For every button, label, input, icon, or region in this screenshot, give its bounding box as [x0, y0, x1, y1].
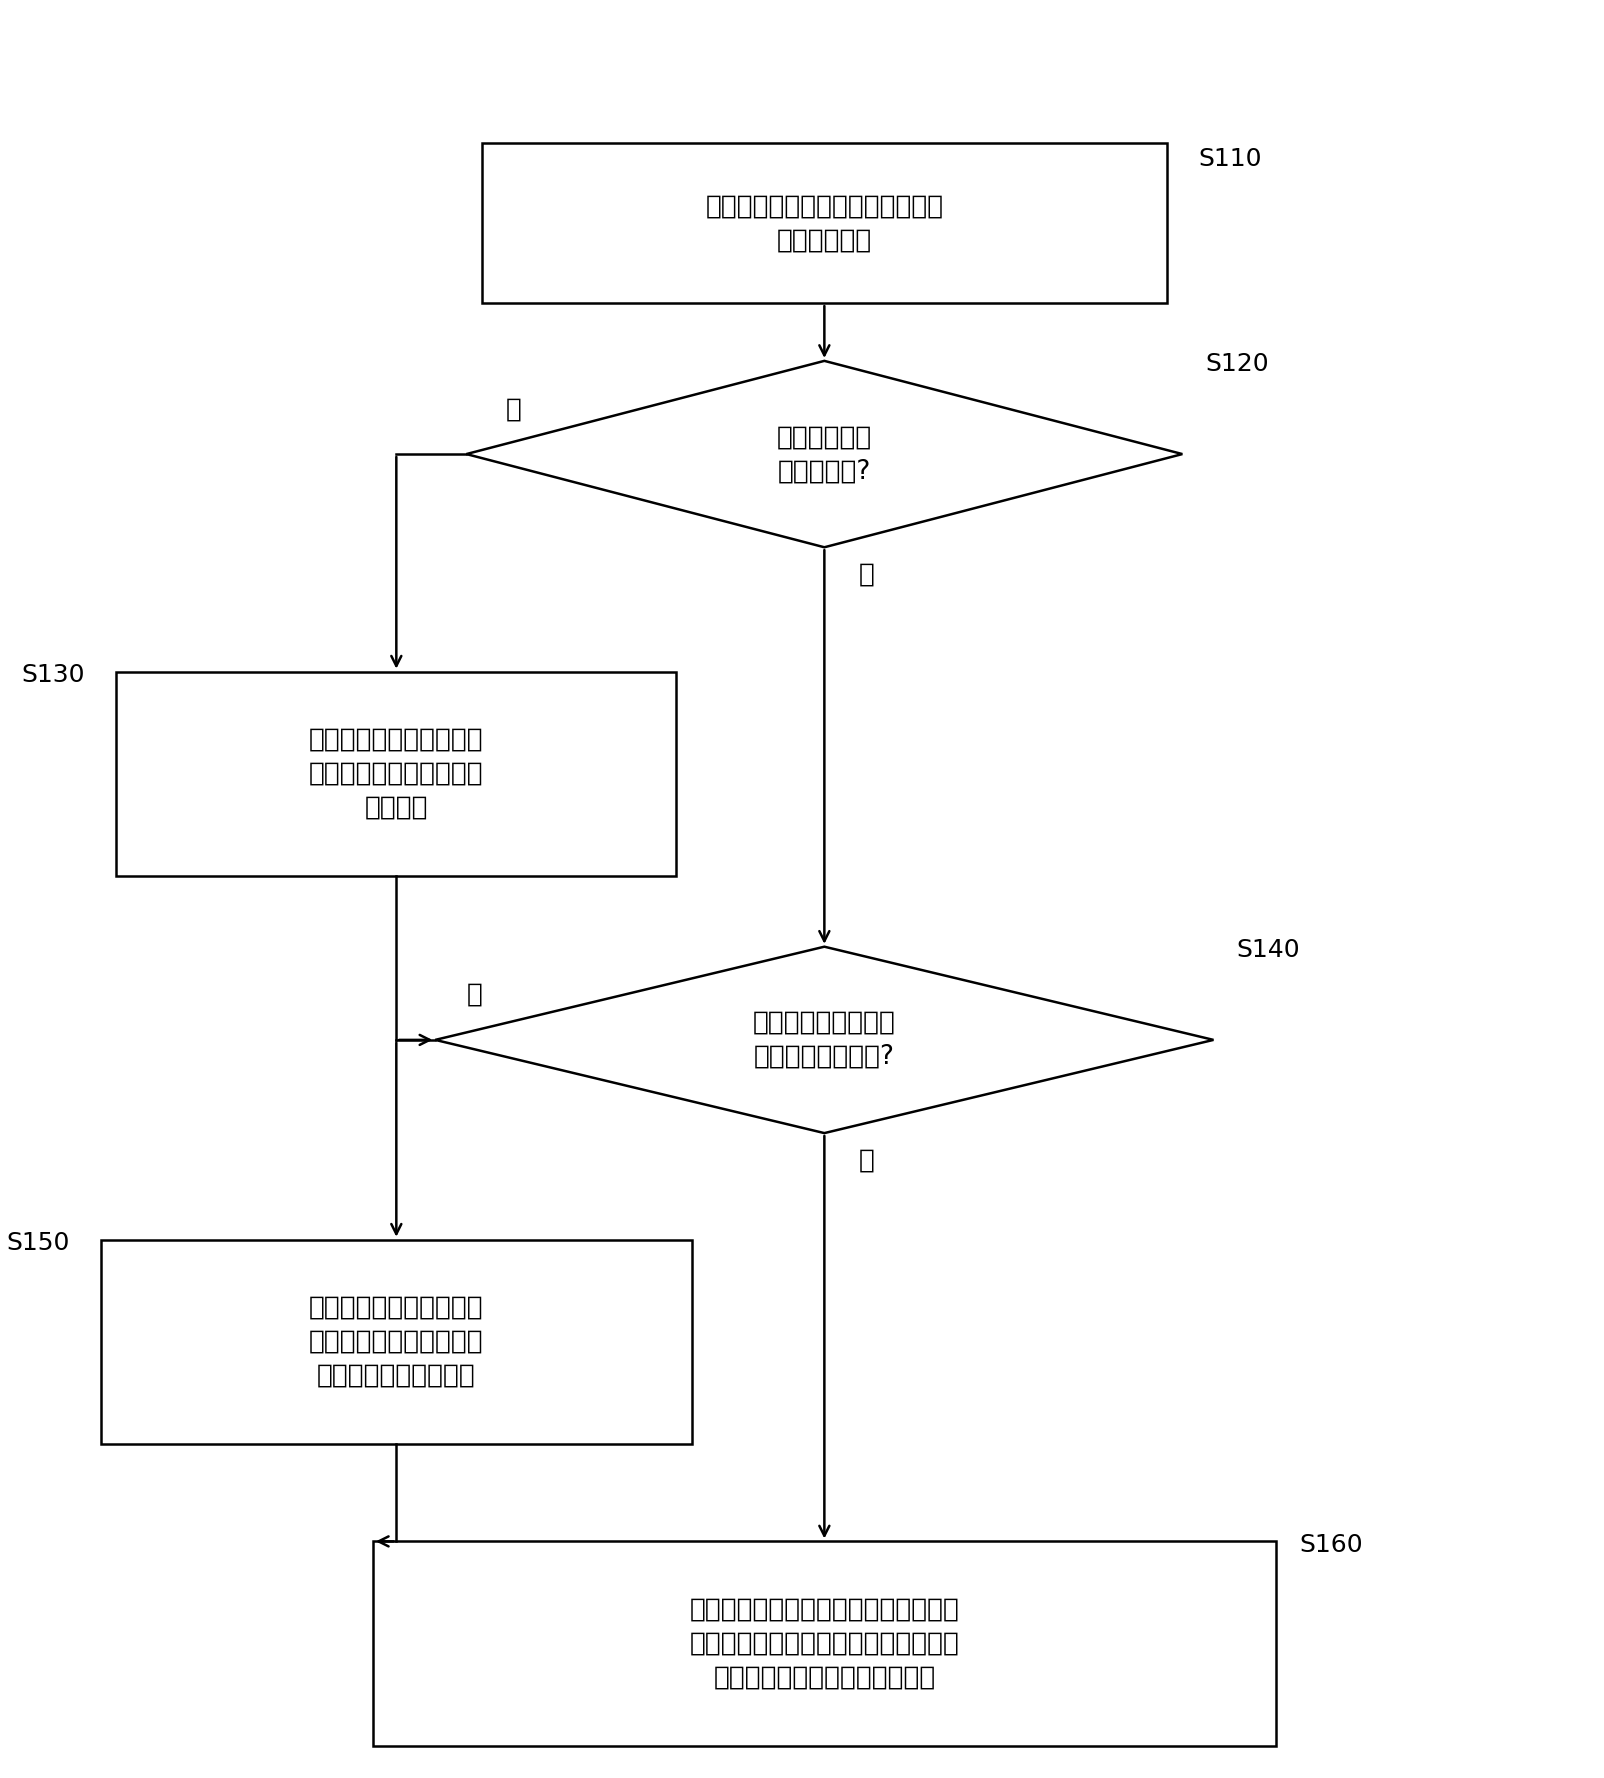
Text: 对目标数据块执行读写操
作，对数据访问信息链表
进行更新: 对目标数据块执行读写操 作，对数据访问信息链表 进行更新: [310, 727, 484, 821]
Text: 否: 否: [858, 1147, 874, 1173]
Polygon shape: [435, 946, 1214, 1133]
Text: 是: 是: [467, 981, 483, 1008]
FancyBboxPatch shape: [374, 1542, 1275, 1746]
Text: 服务器将该读写请求解析为数据块
读写操作请求: 服务器将该读写请求解析为数据块 读写操作请求: [706, 194, 943, 252]
Text: S120: S120: [1206, 352, 1269, 375]
Text: S130: S130: [21, 663, 85, 686]
Text: 目标数据块在
高速缓存中?: 目标数据块在 高速缓存中?: [776, 425, 873, 484]
FancyBboxPatch shape: [101, 1239, 691, 1444]
Text: S140: S140: [1237, 937, 1301, 962]
Text: 将目标数据数据块拷贝到
高速缓存执行读写操作，
更新数据访问信息链表: 将目标数据数据块拷贝到 高速缓存执行读写操作， 更新数据访问信息链表: [310, 1294, 484, 1389]
Text: S150: S150: [6, 1230, 69, 1255]
FancyBboxPatch shape: [481, 144, 1166, 304]
Polygon shape: [467, 361, 1182, 548]
Text: 否: 否: [858, 562, 874, 587]
Text: S160: S160: [1299, 1533, 1363, 1556]
Text: S110: S110: [1198, 148, 1261, 171]
Text: 在数据访问信息链表
中找到目标数据块?: 在数据访问信息链表 中找到目标数据块?: [752, 1010, 895, 1070]
Text: 是: 是: [505, 396, 521, 421]
FancyBboxPatch shape: [115, 672, 677, 877]
Text: 从低速硬盘读取目标数据块并存储到高
速缓存中，将目标数据块映射到快速数
据磁盘，更新数据访问信息链表: 从低速硬盘读取目标数据块并存储到高 速缓存中，将目标数据块映射到快速数 据磁盘，…: [690, 1597, 959, 1691]
